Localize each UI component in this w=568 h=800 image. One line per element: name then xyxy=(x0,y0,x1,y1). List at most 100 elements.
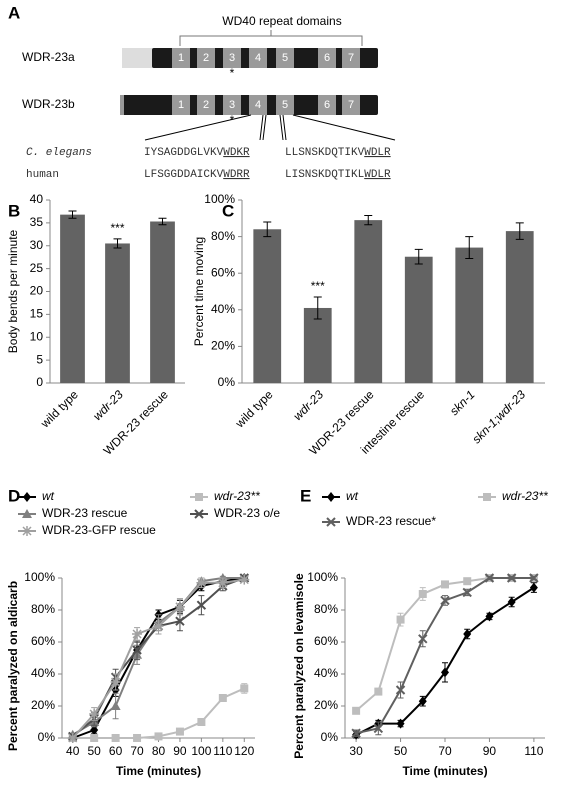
legend-label: WDR-23 rescue* xyxy=(346,514,436,528)
bar xyxy=(303,307,332,383)
marker xyxy=(132,629,143,639)
error-bar xyxy=(313,296,322,320)
marker xyxy=(529,573,539,583)
x-tick-label: 50 xyxy=(87,744,101,758)
y-axis-label: Body bends per minute xyxy=(6,229,20,353)
domain-box xyxy=(249,48,267,68)
marker xyxy=(373,723,384,734)
sequence: IYSAGDDGLVKVWDKR xyxy=(144,147,250,159)
domains: 1 2 3 4 5 6 7 1 2 3 4 5 6 7 xyxy=(172,48,360,115)
y-tick-label: 15 xyxy=(30,307,44,321)
x-tick-label: 30 xyxy=(349,744,363,758)
x-tick-label: 40 xyxy=(66,744,80,758)
error-bar xyxy=(414,248,423,265)
y-tick-label: 35 xyxy=(30,215,44,229)
x-tick-label: wild type xyxy=(232,387,276,431)
x-tick-label: 110 xyxy=(213,744,232,758)
motif: WDKR xyxy=(223,147,250,159)
error-bar xyxy=(465,236,474,260)
domain-box xyxy=(223,48,241,68)
error-bar xyxy=(364,215,373,226)
marker xyxy=(174,601,185,612)
motif: WDRR xyxy=(223,169,250,181)
domain-label: 4 xyxy=(255,52,261,64)
y-tick-label: 10 xyxy=(30,329,44,343)
sequence-part: IYSAGDDGLVKV xyxy=(144,147,224,159)
marker xyxy=(418,590,427,598)
species: C. elegans xyxy=(26,147,92,159)
x-tick-label: wild type xyxy=(37,387,81,431)
marker xyxy=(22,509,32,518)
marker xyxy=(418,696,427,707)
x-axis-label: Time (minutes) xyxy=(116,764,201,778)
x-tick-label: 80 xyxy=(152,744,166,758)
bar xyxy=(354,220,383,383)
motif: WDLR xyxy=(364,169,391,181)
marker xyxy=(23,492,31,502)
x-tick-label: wdr-23 xyxy=(90,387,126,423)
marker xyxy=(110,701,121,710)
bar xyxy=(505,231,534,383)
y-tick-label: 40% xyxy=(314,666,338,680)
marker xyxy=(396,615,405,624)
x-tick-label: 120 xyxy=(234,744,254,758)
annotation: *** xyxy=(311,279,325,293)
bar xyxy=(455,247,484,383)
y-tick-label: 100% xyxy=(204,192,235,206)
x-axis-label: Time (minutes) xyxy=(402,764,487,778)
panel-a: A WD40 repeat domains WDR-23a WDR-23b 1 2… xyxy=(8,3,396,181)
species: human xyxy=(26,169,59,181)
sequence-part: LLSNSKDQTIKV xyxy=(285,147,365,159)
x-tick-label: 70 xyxy=(130,744,144,758)
panel-label: E xyxy=(300,486,311,505)
marker xyxy=(463,629,472,639)
y-tick-label: 40 xyxy=(30,192,44,206)
marker xyxy=(194,509,204,519)
legend-label: wdr-23** xyxy=(214,489,260,503)
marker xyxy=(196,577,207,588)
legend-label: WDR-23 rescue xyxy=(42,506,128,520)
y-tick-label: 30 xyxy=(30,238,44,252)
marker xyxy=(153,621,164,631)
y-tick-label: 25 xyxy=(30,261,44,275)
marker xyxy=(396,718,405,729)
connector xyxy=(144,114,396,141)
panel-label: A xyxy=(8,3,20,22)
marker xyxy=(483,493,491,501)
annotation: *** xyxy=(110,221,124,235)
legend-label: wt xyxy=(42,489,55,503)
bracket xyxy=(179,30,363,46)
y-axis-label: Percent paralyzed on levamisole xyxy=(292,573,306,759)
domain-label: 4 xyxy=(255,99,261,111)
legend-label: WDR-23-GFP rescue xyxy=(42,523,156,537)
marker xyxy=(352,706,361,715)
marker xyxy=(374,687,383,696)
bar xyxy=(150,221,175,383)
y-tick-label: 60% xyxy=(314,634,338,648)
marker xyxy=(195,493,203,501)
domain-label: 6 xyxy=(324,52,330,64)
y-tick-label: 0% xyxy=(218,375,236,389)
domain-box xyxy=(197,48,215,68)
y-tick-label: 0% xyxy=(321,730,339,744)
marker xyxy=(196,600,207,610)
panel-label: D xyxy=(8,486,20,505)
sequence: LISNSKDQTIKLWDLR xyxy=(285,169,391,181)
marker xyxy=(440,595,450,606)
marker xyxy=(418,634,428,644)
marker xyxy=(175,727,184,736)
marker xyxy=(154,732,163,741)
marker xyxy=(67,733,78,743)
domain-label: 1 xyxy=(178,99,184,111)
marker xyxy=(441,580,449,589)
marker xyxy=(351,728,361,738)
domain-label: 7 xyxy=(348,52,354,64)
bar xyxy=(105,243,130,383)
domain-label: 5 xyxy=(282,99,288,111)
sequence-part: LISNSKDQTIKL xyxy=(285,169,364,181)
x-tick-label: wdr-23 xyxy=(290,387,326,423)
domain-label: 1 xyxy=(178,52,184,64)
domain-box xyxy=(342,95,360,115)
marker xyxy=(507,597,516,607)
